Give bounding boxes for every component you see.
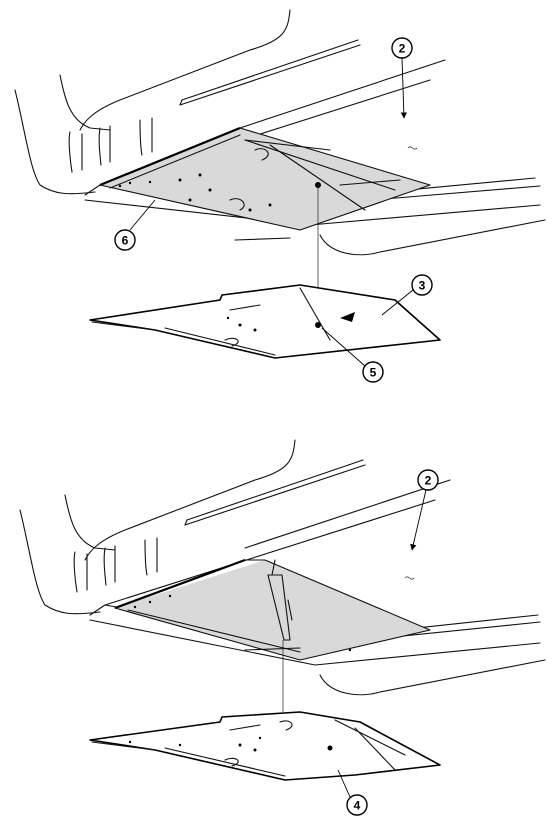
break-symbol-top xyxy=(407,146,418,150)
break-symbol-bottom xyxy=(404,576,415,580)
callout-3: 3 xyxy=(411,274,433,296)
tool-insertion xyxy=(267,559,293,641)
svg-text:6: 6 xyxy=(122,234,129,248)
bottom-view: 2 4 xyxy=(19,439,546,816)
leader-6 xyxy=(129,199,156,231)
callout-2-bottom: 2 xyxy=(417,469,439,491)
callout-5: 5 xyxy=(362,361,384,383)
leader-4 xyxy=(337,769,351,798)
floor-opening xyxy=(114,558,431,661)
leader-2-top xyxy=(400,57,407,119)
leader-5 xyxy=(321,327,366,367)
installed-floor-frame-top xyxy=(99,126,431,241)
svg-text:3: 3 xyxy=(419,279,426,293)
svg-text:2: 2 xyxy=(425,474,432,488)
vehicle-body-top xyxy=(14,9,546,256)
callout-2-top: 2 xyxy=(391,37,413,59)
callout-4: 4 xyxy=(346,794,368,816)
floor-plate-4 xyxy=(89,711,441,781)
svg-text:4: 4 xyxy=(354,799,361,813)
svg-text:5: 5 xyxy=(370,366,377,380)
floor-plate-3 xyxy=(89,284,441,359)
svg-text:2: 2 xyxy=(399,42,406,56)
leader-2-bottom xyxy=(410,489,427,551)
leader-3 xyxy=(381,289,414,316)
callout-6: 6 xyxy=(114,229,136,251)
top-view: 2 6 3 5 xyxy=(14,9,546,383)
